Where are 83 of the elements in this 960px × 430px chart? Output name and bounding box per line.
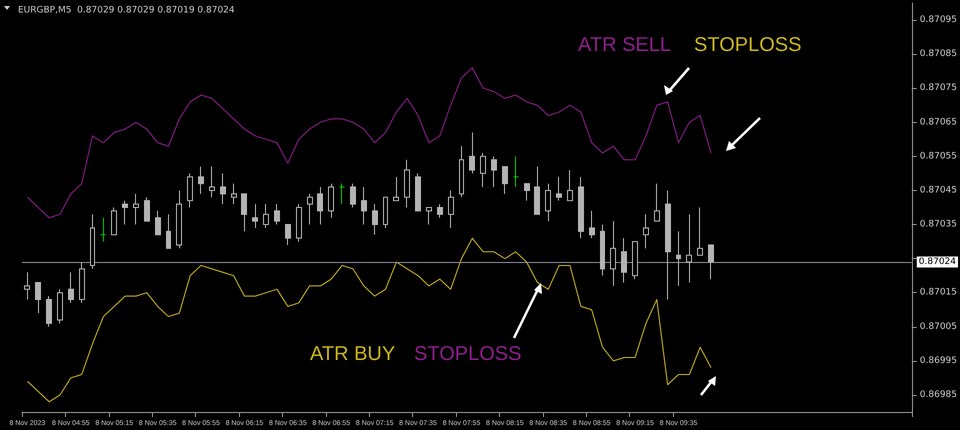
candlestick (296, 204, 302, 242)
candlestick (133, 193, 139, 226)
candlestick (534, 166, 540, 215)
candlestick (241, 193, 247, 232)
candlestick (187, 172, 193, 208)
candlestick (426, 207, 432, 226)
y-tick-label: 0.86995 (920, 356, 957, 366)
candlestick (621, 238, 627, 283)
candlestick (600, 224, 605, 276)
candlestick (100, 217, 106, 242)
candlestick (263, 204, 269, 228)
candlestick (122, 200, 128, 226)
y-tick-label: 0.87095 (920, 15, 957, 26)
candlestick (252, 204, 258, 228)
candlestick (46, 296, 52, 328)
y-tick-label: 0.86985 (920, 390, 957, 400)
candlestick (556, 176, 562, 202)
ref-line-label: 0.87024 (918, 257, 956, 268)
candlestick (209, 166, 215, 198)
candlestick (437, 204, 443, 218)
candlestick (35, 282, 41, 314)
candlestick (480, 152, 486, 188)
candlestick (697, 207, 703, 256)
y-tick-label: 0.87085 (920, 49, 957, 60)
candlestick (220, 172, 226, 205)
candlestick (708, 244, 714, 280)
candlestick (610, 220, 616, 286)
candlestick (545, 183, 551, 222)
candlestick (231, 183, 237, 205)
candlestick (57, 288, 63, 324)
candlestick (469, 132, 475, 174)
y-tick-label: 0.87005 (920, 322, 957, 332)
annotation: STOPLOSS (694, 34, 802, 56)
y-tick-label: 0.87075 (920, 83, 957, 94)
candlestick (339, 183, 345, 205)
chart-title: EURGBP,M5 0.87029 0.87029 0.87019 0.87024 (18, 6, 235, 16)
candlestick (111, 207, 117, 236)
line-series (26, 238, 712, 402)
candlestick (589, 210, 595, 239)
annotation: ATR SELL (578, 34, 671, 56)
candlestick (415, 172, 421, 212)
candlestick (198, 166, 204, 194)
candlestick (665, 190, 671, 300)
candlestick (317, 186, 323, 226)
candlestick (361, 186, 367, 226)
candlestick (654, 183, 660, 222)
candlestick (79, 262, 85, 304)
candlestick (686, 214, 692, 283)
candlestick (513, 156, 519, 188)
candlestick (307, 193, 313, 226)
annotation: ATR BUY (310, 343, 396, 365)
y-tick-label: 0.87055 (920, 151, 957, 162)
y-tick-label: 0.87015 (920, 288, 957, 298)
candlestick (502, 166, 508, 194)
y-tick-label: 0.87045 (920, 185, 957, 196)
candlestick (632, 241, 638, 280)
candlestick (404, 159, 410, 208)
candlestick (155, 210, 161, 236)
candlestick (176, 190, 182, 249)
candlestick (491, 156, 497, 188)
candlestick (524, 183, 530, 202)
y-tick-label: 0.87065 (920, 117, 957, 128)
candlestick (643, 214, 649, 249)
candlestick (274, 204, 280, 226)
candlestick (383, 196, 388, 228)
candlestick (567, 170, 573, 202)
candlestick (578, 176, 584, 239)
candlestick (68, 272, 74, 304)
candlestick (350, 183, 356, 208)
candlestick (24, 272, 30, 300)
candlestick (90, 214, 95, 270)
candlestick (393, 176, 399, 202)
y-tick-label: 0.87035 (920, 220, 957, 230)
candlestick (285, 224, 291, 246)
candlestick (144, 196, 150, 222)
candlestick (448, 190, 454, 228)
annotation: STOPLOSS (414, 343, 522, 365)
candlestick (372, 204, 378, 236)
candlestick (166, 214, 171, 249)
candlestick (459, 146, 464, 198)
candlestick (328, 183, 334, 218)
candlestick (676, 230, 681, 286)
line-series (26, 67, 712, 218)
